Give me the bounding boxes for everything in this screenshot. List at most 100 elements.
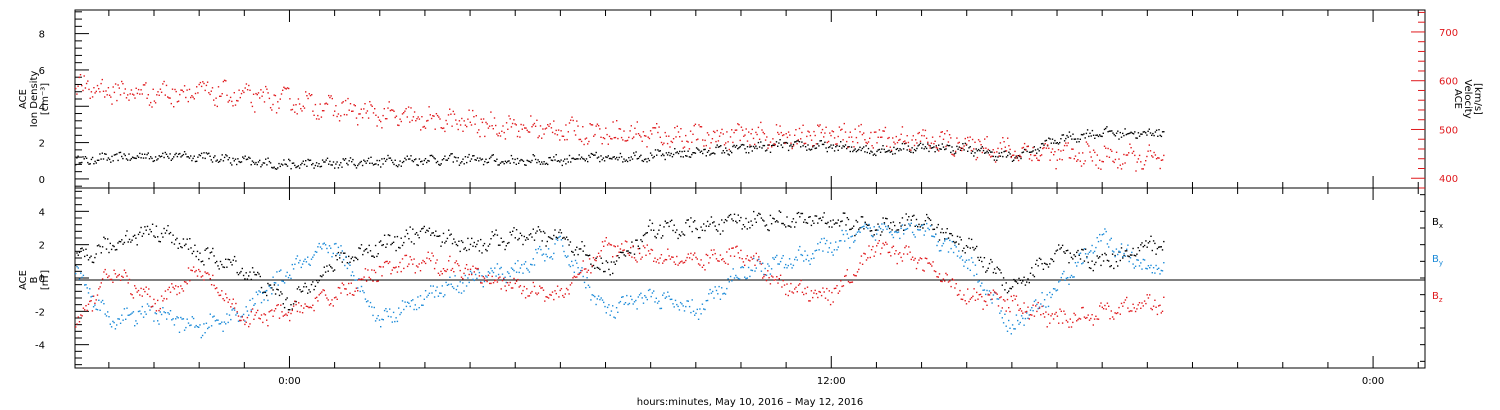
ion-density-point	[956, 145, 958, 148]
bz-point	[327, 299, 329, 301]
bz-point	[732, 247, 734, 249]
bx-point	[572, 251, 574, 253]
by-point	[753, 257, 755, 260]
velocity-point	[873, 131, 876, 133]
bx-point	[1088, 267, 1091, 269]
bx-point	[312, 281, 314, 283]
velocity-point	[1063, 144, 1066, 147]
bz-point	[718, 260, 720, 262]
ion-density-point	[1091, 129, 1094, 132]
bx-point	[828, 226, 830, 228]
bx-point	[1120, 247, 1123, 249]
bx-point	[285, 298, 287, 301]
bx-point	[1095, 261, 1097, 264]
by-point	[935, 233, 937, 236]
bz-point	[772, 276, 774, 278]
by-point	[134, 325, 136, 327]
by-point	[722, 293, 724, 295]
bz-point	[367, 269, 369, 271]
ion-density-point	[507, 160, 509, 163]
by-point	[1040, 303, 1042, 305]
by-point	[219, 323, 222, 325]
bz-point	[244, 323, 246, 326]
velocity-point	[75, 87, 77, 90]
by-point	[740, 266, 742, 269]
bz-point	[131, 294, 133, 296]
bz-point	[182, 290, 185, 292]
velocity-point	[162, 83, 164, 85]
bz-point	[508, 284, 510, 286]
ion-density-point	[607, 155, 609, 157]
bx-point	[681, 231, 683, 233]
bz-point	[316, 296, 318, 299]
by-point	[512, 268, 514, 270]
ion-density-point	[679, 150, 681, 153]
bz-point	[949, 280, 951, 282]
ion-density-point	[764, 150, 767, 152]
bx-point	[251, 267, 254, 269]
bx-point	[248, 275, 250, 277]
ion-density-point	[1062, 134, 1065, 136]
velocity-point	[98, 88, 100, 90]
ion-density-point	[1113, 133, 1115, 136]
bz-point	[897, 253, 900, 255]
bx-point	[260, 286, 263, 289]
bz-point	[1118, 306, 1120, 309]
ion-density-point	[182, 153, 185, 156]
velocity-point	[219, 95, 221, 97]
by-point	[922, 224, 924, 226]
ion-density-point	[893, 146, 895, 149]
ion-density-point	[104, 153, 106, 155]
by-point	[671, 298, 673, 300]
velocity-point	[752, 137, 755, 140]
velocity-point	[194, 92, 197, 95]
bz-point	[145, 286, 147, 288]
bx-point	[378, 241, 381, 243]
bx-point	[900, 225, 902, 227]
bx-point	[419, 230, 422, 232]
velocity-point	[366, 110, 369, 112]
bz-point	[125, 272, 127, 274]
bx-point	[501, 241, 504, 243]
velocity-point	[406, 116, 408, 118]
bx-point	[876, 229, 878, 231]
bx-point	[346, 262, 349, 264]
ion-density-point	[1097, 135, 1100, 138]
ion-density-point	[772, 144, 774, 146]
velocity-point	[436, 114, 439, 117]
bz-point	[894, 253, 896, 255]
velocity-point	[962, 147, 964, 150]
by-point	[844, 240, 846, 242]
ion-density-point	[404, 157, 406, 159]
bz-point	[232, 298, 234, 300]
bz-point	[245, 321, 247, 323]
bx-point	[641, 240, 643, 243]
by-point	[681, 303, 683, 305]
bz-point	[904, 246, 906, 249]
velocity-point	[640, 136, 642, 138]
by-point	[600, 297, 602, 299]
bz-point	[882, 242, 884, 245]
by-point	[832, 254, 834, 256]
bx-point	[1134, 255, 1137, 257]
bx-point	[414, 233, 416, 235]
by-point	[401, 300, 404, 302]
ion-density-point	[1107, 131, 1109, 133]
bx-point	[952, 240, 955, 243]
bx-point	[126, 230, 128, 232]
bx-point	[1036, 259, 1038, 262]
bz-point	[173, 288, 176, 290]
by-point	[688, 305, 691, 308]
velocity-point	[798, 127, 801, 130]
ion-density-point	[192, 157, 194, 160]
bz-point	[883, 244, 886, 246]
velocity-point	[225, 80, 227, 82]
velocity-point	[289, 98, 291, 100]
bx-point	[653, 229, 655, 231]
ion-density-point	[139, 152, 141, 155]
bz-point	[1047, 313, 1050, 316]
bz-point	[961, 298, 964, 301]
bz-point	[1015, 295, 1018, 297]
velocity-point	[948, 134, 951, 136]
bz-point	[1111, 316, 1114, 318]
